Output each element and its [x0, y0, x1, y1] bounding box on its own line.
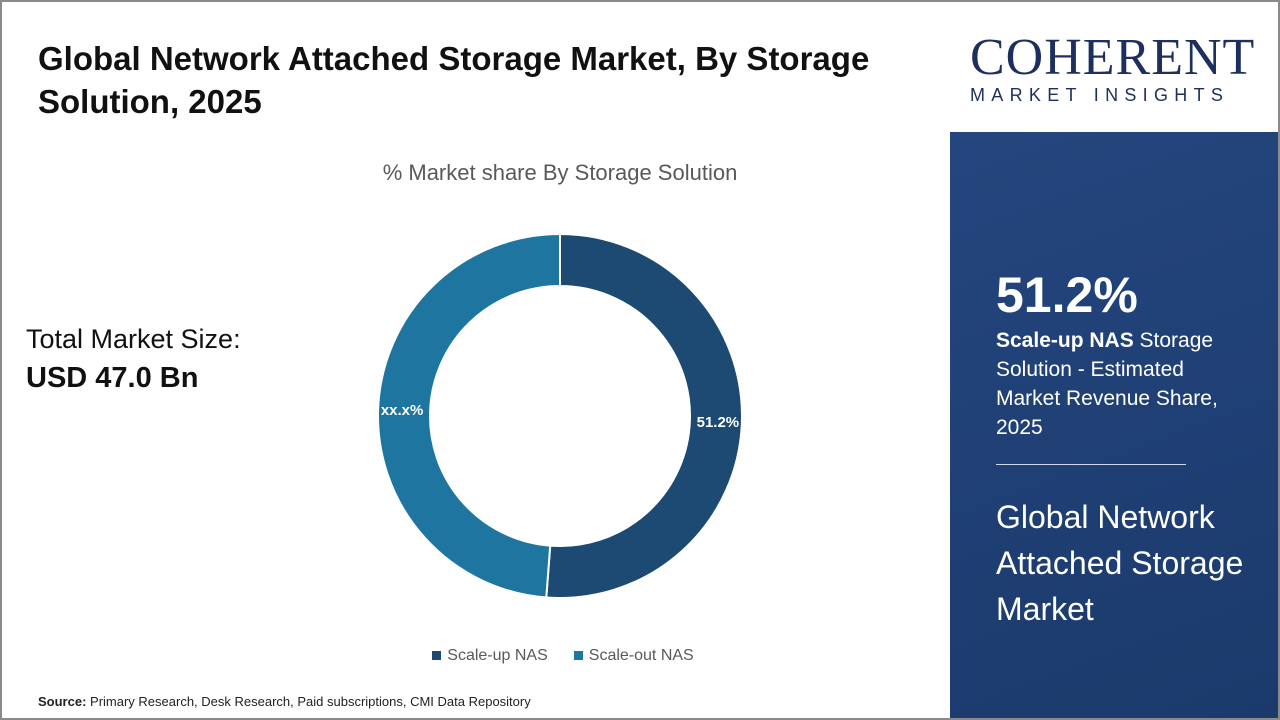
highlight-percent: 51.2%: [996, 267, 1138, 323]
highlight-description: Scale-up NAS Storage Solution - Estimate…: [996, 326, 1246, 442]
data-label: xx.x%: [381, 402, 424, 419]
highlight-panel: 51.2% Scale-up NAS Storage Solution - Es…: [950, 132, 1280, 720]
donut-slice-1: [377, 232, 561, 599]
legend-swatch: [573, 651, 583, 660]
legend-item-scale-out: Scale-out NAS: [573, 646, 694, 665]
logo: COHERENT MARKET INSIGHTS: [950, 0, 1280, 132]
source-label: Source:: [38, 694, 87, 709]
source-text: Primary Research, Desk Research, Paid su…: [86, 694, 531, 709]
donut-chart: 51.2% xx.x%: [377, 232, 743, 599]
page-title: Global Network Attached Storage Market, …: [38, 40, 870, 120]
market-name: Global Network Attached Storage Market: [996, 499, 1244, 627]
legend-swatch: [432, 651, 442, 660]
legend: Scale-up NAS Scale-out NAS: [0, 646, 1126, 665]
total-market-label: Total Market Size:: [26, 324, 241, 354]
donut-slice-0: [545, 232, 743, 599]
total-market-value: USD 47.0 Bn: [26, 362, 199, 394]
highlight-segment: Scale-up NAS: [996, 329, 1134, 352]
source-note: Source: Primary Research, Desk Research,…: [38, 694, 531, 710]
legend-item-scale-up: Scale-up NAS: [432, 646, 548, 665]
data-label: 51.2%: [697, 414, 740, 431]
legend-label: Scale-out NAS: [588, 647, 694, 664]
divider: [996, 464, 1186, 465]
chart-title: % Market share By Storage Solution: [382, 160, 738, 185]
highlight-desc-text: Storage Solution - Estimated Market Reve…: [996, 329, 1218, 439]
logo-wordmark: COHERENT: [970, 29, 1256, 86]
legend-label: Scale-up NAS: [447, 647, 548, 664]
logo-tagline: MARKET INSIGHTS: [970, 85, 1230, 105]
